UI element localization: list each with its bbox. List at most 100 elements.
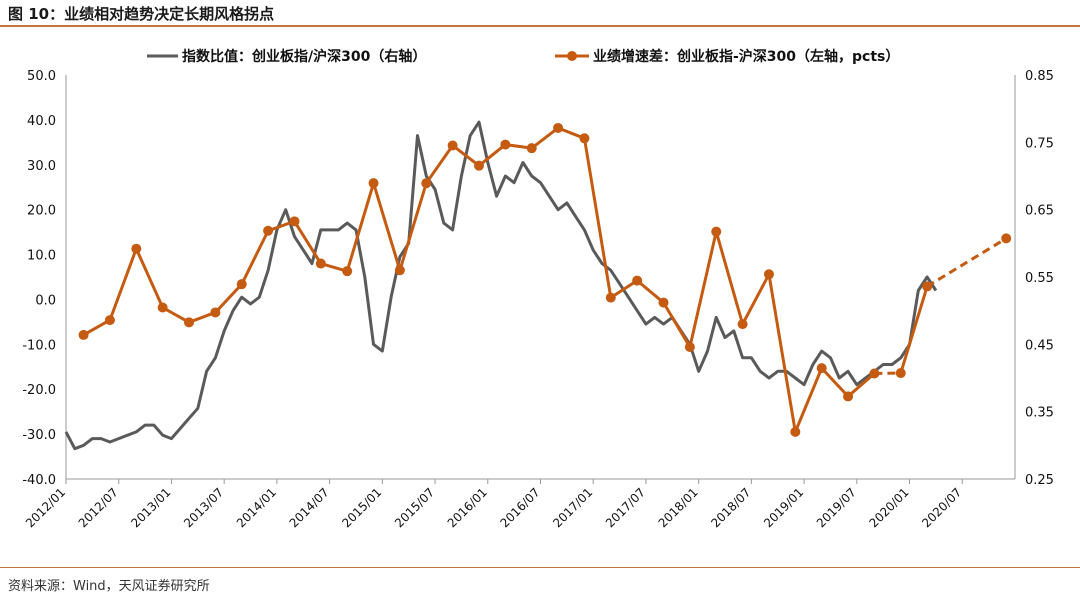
growth-diff-segment xyxy=(293,220,323,265)
right-tick-label: 0.45 xyxy=(1025,338,1054,353)
index-ratio-line xyxy=(64,120,938,451)
legend-index-label: 指数比值：创业板指/沪深300（右轴） xyxy=(182,48,426,65)
growth-diff-point xyxy=(922,281,933,292)
growth-diff-dashed-segment xyxy=(926,237,1007,288)
x-tick-label: 2015/07 xyxy=(392,485,437,530)
left-tick-label: -40.0 xyxy=(22,473,56,488)
growth-diff-segment xyxy=(899,285,929,374)
growth-diff-segment xyxy=(662,301,692,348)
growth-diff-point xyxy=(210,307,221,318)
growth-diff-point xyxy=(368,178,379,189)
right-tick-label: 0.25 xyxy=(1025,473,1054,488)
header-rule xyxy=(0,25,1080,27)
x-tick-label: 2016/07 xyxy=(497,485,542,530)
x-tick-label: 2019/07 xyxy=(814,485,859,530)
growth-diff-point xyxy=(184,317,195,328)
growth-diff-point xyxy=(289,216,300,227)
right-tick-label: 0.75 xyxy=(1025,136,1054,151)
right-tick-label: 0.35 xyxy=(1025,406,1054,421)
x-tick-label: 2019/01 xyxy=(761,485,806,530)
growth-diff-segment xyxy=(767,274,797,433)
growth-diff-segment xyxy=(134,248,165,309)
growth-diff-point xyxy=(553,122,564,133)
growth-diff-point xyxy=(236,279,247,290)
growth-diff-point xyxy=(816,363,827,374)
x-tick-label: 2018/07 xyxy=(708,485,753,530)
growth-diff-point xyxy=(632,275,643,286)
growth-diff-point xyxy=(263,225,274,236)
left-tick-label: 0.0 xyxy=(35,293,56,308)
left-tick-label: 30.0 xyxy=(27,159,56,174)
growth-diff-segment xyxy=(451,144,480,167)
growth-diff-segment xyxy=(345,182,375,272)
growth-diff-point xyxy=(658,297,669,308)
x-tick-label: 2013/01 xyxy=(128,485,173,530)
growth-diff-point xyxy=(131,243,142,254)
growth-diff-point xyxy=(579,133,590,144)
growth-diff-segment xyxy=(793,367,824,433)
left-tick-label: 10.0 xyxy=(27,249,56,264)
footer-rule xyxy=(0,567,1080,568)
growth-diff-segment xyxy=(714,231,745,325)
growth-diff-point xyxy=(843,391,854,402)
x-tick-label: 2013/07 xyxy=(181,485,226,530)
growth-diff-point xyxy=(605,292,616,303)
left-tick-label: 20.0 xyxy=(27,204,56,219)
x-tick-label: 2015/01 xyxy=(339,485,384,530)
left-tick-label: -20.0 xyxy=(22,383,56,398)
growth-diff-segment xyxy=(108,248,138,321)
growth-diff-segment xyxy=(82,318,111,337)
x-tick-label: 2012/01 xyxy=(23,485,68,530)
legend-growth-label: 业绩增速差：创业板指-沪深300（左轴，pcts） xyxy=(593,48,899,65)
x-tick-label: 2017/01 xyxy=(550,485,595,530)
growth-diff-point xyxy=(447,140,458,151)
right-tick-label: 0.55 xyxy=(1025,271,1054,286)
right-tick-label: 0.85 xyxy=(1025,69,1054,84)
left-tick-label: -10.0 xyxy=(22,338,56,353)
growth-diff-point xyxy=(394,265,405,276)
x-tick-label: 2014/01 xyxy=(234,485,279,530)
growth-diff-segment xyxy=(820,367,850,398)
x-tick-label: 2018/01 xyxy=(656,485,701,530)
x-tick-label: 2020/07 xyxy=(919,485,964,530)
growth-diff-point xyxy=(78,329,89,340)
growth-diff-point xyxy=(711,226,722,237)
x-tick-label: 2017/07 xyxy=(603,485,648,530)
x-tick-label: 2016/01 xyxy=(445,485,490,530)
growth-diff-point xyxy=(342,266,353,277)
growth-diff-point xyxy=(421,178,432,189)
growth-diff-point xyxy=(500,139,511,150)
left-tick-label: 40.0 xyxy=(27,114,56,129)
growth-diff-point xyxy=(895,368,906,379)
right-tick-label: 0.65 xyxy=(1025,204,1054,219)
growth-diff-point xyxy=(104,315,115,326)
growth-diff-segment xyxy=(847,372,876,398)
growth-diff-segment xyxy=(530,126,559,150)
growth-diff-segment xyxy=(688,231,718,348)
growth-diff-point xyxy=(763,269,774,280)
growth-diff-segment xyxy=(741,273,771,325)
growth-diff-segment xyxy=(372,182,402,271)
growth-diff-segment xyxy=(240,230,270,285)
growth-diff-point xyxy=(157,302,168,313)
x-tick-label: 2020/01 xyxy=(867,485,912,530)
growth-diff-segment xyxy=(398,182,428,271)
growth-diff-point xyxy=(315,258,326,269)
growth-diff-segment xyxy=(214,283,243,314)
left-tick-label: 50.0 xyxy=(27,69,56,84)
growth-diff-segment xyxy=(636,279,665,304)
growth-diff-segment xyxy=(609,279,638,299)
growth-diff-point xyxy=(869,368,880,379)
growth-diff-point xyxy=(473,160,484,171)
x-tick-label: 2014/07 xyxy=(287,485,332,530)
growth-diff-segment xyxy=(478,143,507,167)
legend-growth-marker xyxy=(567,51,577,61)
growth-diff-segment xyxy=(161,306,190,324)
growth-diff-segment xyxy=(425,144,454,185)
growth-diff-segment xyxy=(582,138,613,298)
source-note: 资料来源：Wind，天风证券研究所 xyxy=(8,579,210,594)
growth-diff-point xyxy=(684,342,695,353)
growth-diff-point xyxy=(737,319,748,330)
growth-diff-point xyxy=(526,143,537,154)
